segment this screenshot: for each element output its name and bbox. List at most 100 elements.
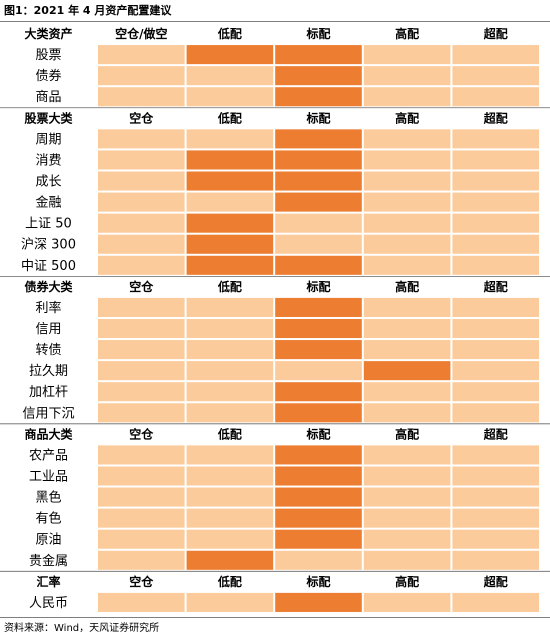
cell (452, 150, 539, 170)
cell (363, 66, 451, 86)
cell-highlight (275, 318, 362, 339)
cell (452, 403, 539, 423)
cell (186, 87, 274, 107)
cell (98, 297, 185, 317)
cell-highlight (275, 529, 362, 549)
cell (363, 87, 451, 107)
column-header: 高配 (395, 426, 419, 441)
cell (98, 87, 185, 107)
cell (363, 340, 451, 360)
cell-highlight (275, 297, 362, 317)
column-header: 标配 (305, 426, 330, 441)
row-label: 周期 (35, 132, 61, 147)
column-header: 高配 (395, 110, 419, 125)
column-header: 低配 (217, 26, 242, 41)
cell (186, 592, 274, 612)
row-label: 金融 (35, 195, 61, 211)
source-note: 资料来源：Wind，天风证券研究所 (4, 621, 159, 634)
cell (363, 192, 451, 212)
cell-highlight (275, 87, 362, 107)
column-header: 低配 (217, 279, 242, 294)
row-label: 农产品 (29, 448, 68, 463)
cell (98, 592, 185, 612)
cell-highlight (275, 340, 362, 360)
cell (98, 382, 185, 402)
cell (186, 445, 274, 465)
cell (186, 318, 274, 339)
cell-highlight (186, 213, 274, 233)
cell (186, 192, 274, 212)
cell (363, 45, 451, 65)
cell (452, 297, 539, 317)
row-label: 转债 (35, 343, 61, 358)
cell (452, 487, 539, 507)
cell (452, 129, 539, 149)
section-title: 商品大类 (24, 426, 73, 441)
cell (452, 213, 539, 233)
row-label: 拉久期 (29, 364, 68, 379)
cell (98, 361, 185, 381)
section-title: 汇率 (36, 574, 60, 589)
cell (452, 171, 539, 191)
cell (363, 508, 451, 528)
row-label: 消费 (35, 153, 61, 168)
column-header: 空仓 (129, 574, 154, 589)
column-header: 超配 (483, 279, 508, 294)
column-header: 空仓 (129, 426, 154, 441)
cell (363, 171, 451, 191)
cell (186, 129, 274, 149)
column-header: 超配 (483, 26, 508, 41)
cell-highlight (275, 171, 362, 191)
cell-highlight (275, 45, 362, 65)
cell (363, 150, 451, 170)
figure-title: 图1：2021 年 4 月资产配置建议 (4, 3, 172, 17)
cell (452, 466, 539, 486)
row-label: 商品 (35, 90, 61, 105)
cell (98, 255, 185, 275)
cell-highlight (186, 45, 274, 65)
cell-highlight (275, 487, 362, 507)
cell-highlight (275, 129, 362, 149)
cell (363, 234, 451, 254)
cell (98, 445, 185, 465)
cell (452, 255, 539, 275)
cell (275, 234, 362, 254)
cell (275, 361, 362, 381)
column-header: 高配 (395, 26, 419, 41)
cell (98, 529, 185, 549)
cell (452, 508, 539, 528)
row-label: 黑色 (35, 490, 61, 506)
cell (98, 234, 185, 254)
cell (275, 550, 362, 570)
cell (363, 255, 451, 275)
cell (98, 45, 185, 65)
cell (452, 318, 539, 339)
cell (363, 403, 451, 423)
cell (98, 171, 185, 191)
cell (98, 150, 185, 170)
cell (98, 508, 185, 528)
cell (98, 340, 185, 360)
cell (363, 592, 451, 612)
column-header: 高配 (395, 279, 419, 294)
section-title: 债券大类 (24, 279, 73, 294)
cell-highlight (186, 150, 274, 170)
row-label: 债券 (35, 68, 61, 84)
cell-highlight (275, 255, 362, 275)
cell-highlight (186, 234, 274, 254)
cell (186, 508, 274, 528)
cell (363, 213, 451, 233)
column-header: 低配 (217, 110, 242, 125)
cell (452, 234, 539, 254)
cell-highlight (275, 382, 362, 402)
cell (98, 403, 185, 423)
column-header: 超配 (483, 110, 508, 125)
row-label: 人民币 (29, 596, 68, 611)
cell (98, 318, 185, 339)
cell (186, 297, 274, 317)
row-label: 信用下沉 (22, 406, 74, 421)
cell (452, 382, 539, 402)
column-header: 空仓 (129, 110, 154, 125)
column-header: 低配 (217, 574, 242, 589)
